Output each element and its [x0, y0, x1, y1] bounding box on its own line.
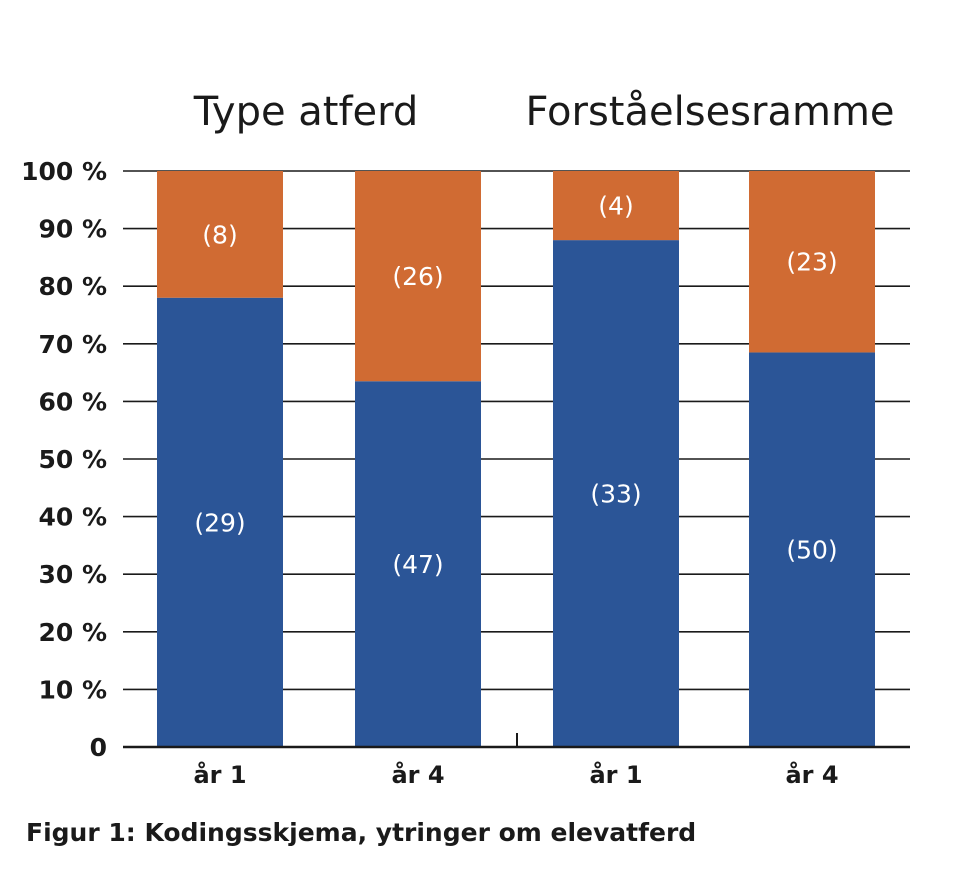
bar-segment-blue [553, 240, 679, 747]
x-category-label: år 1 [589, 760, 642, 789]
y-tick-label: 30 % [38, 560, 107, 589]
data-label: (47) [392, 550, 443, 579]
group-title: Forståelsesramme [525, 89, 894, 135]
bar-segment-blue [157, 297, 283, 747]
y-tick-label: 40 % [38, 503, 107, 532]
axes [123, 733, 910, 749]
bar-segment-orange [749, 171, 875, 353]
y-tick-label: 10 % [38, 675, 107, 704]
x-category-label: år 4 [391, 760, 444, 789]
data-label: (33) [590, 480, 641, 509]
bar-segment-blue [355, 381, 481, 747]
bars [157, 171, 875, 747]
y-tick-label: 20 % [38, 618, 107, 647]
y-tick-label: 50 % [38, 445, 107, 474]
x-category-label: år 4 [785, 760, 838, 789]
x-category-label: år 1 [193, 760, 246, 789]
y-tick-label: 70 % [38, 330, 107, 359]
y-tick-label: 60 % [38, 387, 107, 416]
y-tick-label: 0 [90, 733, 107, 762]
data-label: (23) [786, 248, 837, 277]
data-label: (50) [786, 536, 837, 565]
group-title: Type atferd [193, 89, 419, 135]
data-label: (26) [392, 262, 443, 291]
y-tick-label: 80 % [38, 272, 107, 301]
bar-segment-orange [355, 171, 481, 382]
y-tick-label: 90 % [38, 215, 107, 244]
bar-segment-blue [749, 352, 875, 747]
figure-caption: Figur 1: Kodingsskjema, ytringer om elev… [26, 818, 697, 847]
data-label: (29) [194, 508, 245, 537]
labels: 0 10 % 20 % 30 % 40 % 50 % 60 % 70 % 80 % 90 % 100… [21, 89, 894, 789]
y-tick-label: 100 % [21, 157, 107, 186]
data-label: (8) [202, 220, 237, 249]
bar-segment-orange [553, 171, 679, 241]
bar-segment-orange [157, 171, 283, 298]
data-label: (4) [598, 192, 633, 221]
